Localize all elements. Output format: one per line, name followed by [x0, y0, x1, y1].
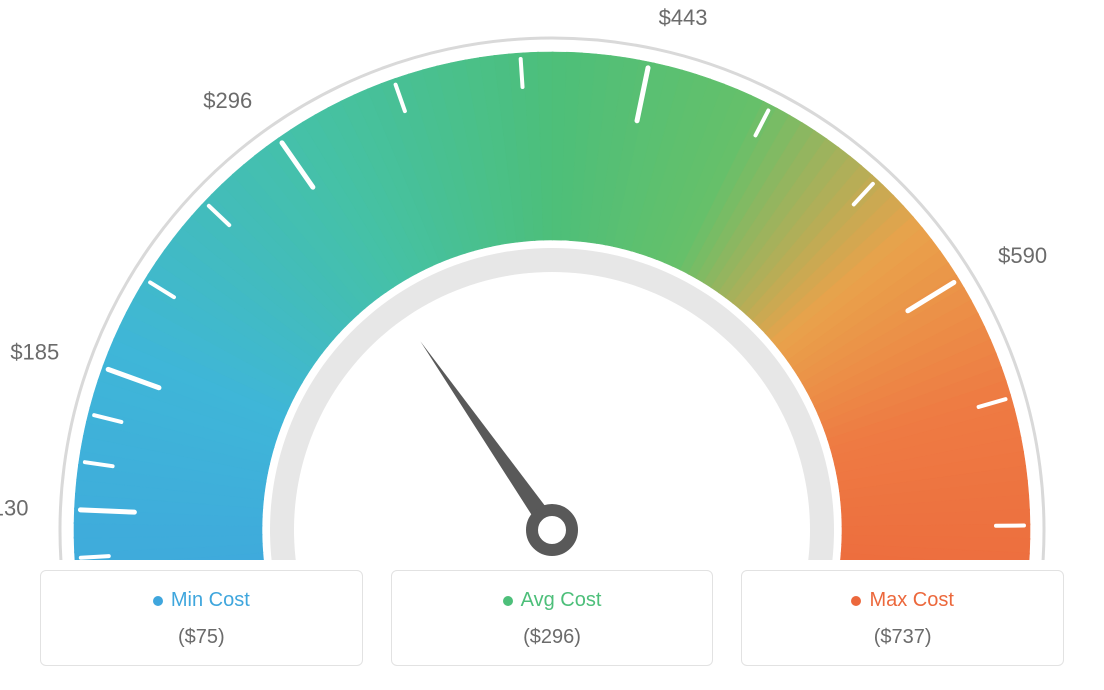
gauge-tick-major	[80, 510, 134, 512]
gauge-label: $443	[659, 5, 708, 30]
legend-label-max: Max Cost	[869, 589, 953, 612]
legend-value-avg: ($296)	[402, 626, 703, 649]
gauge-label: $185	[10, 340, 59, 365]
gauge-label: $296	[203, 88, 252, 113]
gauge-needle-pointer	[420, 341, 559, 535]
gauge-needle	[420, 341, 572, 550]
gauge-label: $590	[998, 243, 1047, 268]
legend-dot-max	[851, 596, 861, 606]
legend-label-avg: Avg Cost	[521, 589, 602, 612]
gauge-tick-minor	[81, 556, 109, 558]
gauge-tick-minor	[521, 59, 523, 87]
legend-label-min: Min Cost	[171, 589, 250, 612]
legend-dot-avg	[503, 596, 513, 606]
legend-card-avg: Avg Cost ($296)	[391, 570, 714, 666]
gauge-needle-hub	[532, 510, 572, 550]
gauge-svg: $75$130$185$296$443$590$737	[0, 0, 1104, 560]
gauge-chart-container: $75$130$185$296$443$590$737 Min Cost ($7…	[0, 0, 1104, 690]
legend-value-max: ($737)	[752, 626, 1053, 649]
legend-row: Min Cost ($75) Avg Cost ($296) Max Cost …	[40, 570, 1064, 666]
gauge-color-arc	[74, 52, 1030, 560]
legend-card-max: Max Cost ($737)	[741, 570, 1064, 666]
gauge-label: $130	[0, 496, 28, 521]
legend-card-min: Min Cost ($75)	[40, 570, 363, 666]
legend-value-min: ($75)	[51, 626, 352, 649]
legend-title-min: Min Cost	[153, 589, 250, 612]
legend-title-avg: Avg Cost	[503, 589, 602, 612]
legend-dot-min	[153, 596, 163, 606]
legend-title-max: Max Cost	[851, 589, 953, 612]
